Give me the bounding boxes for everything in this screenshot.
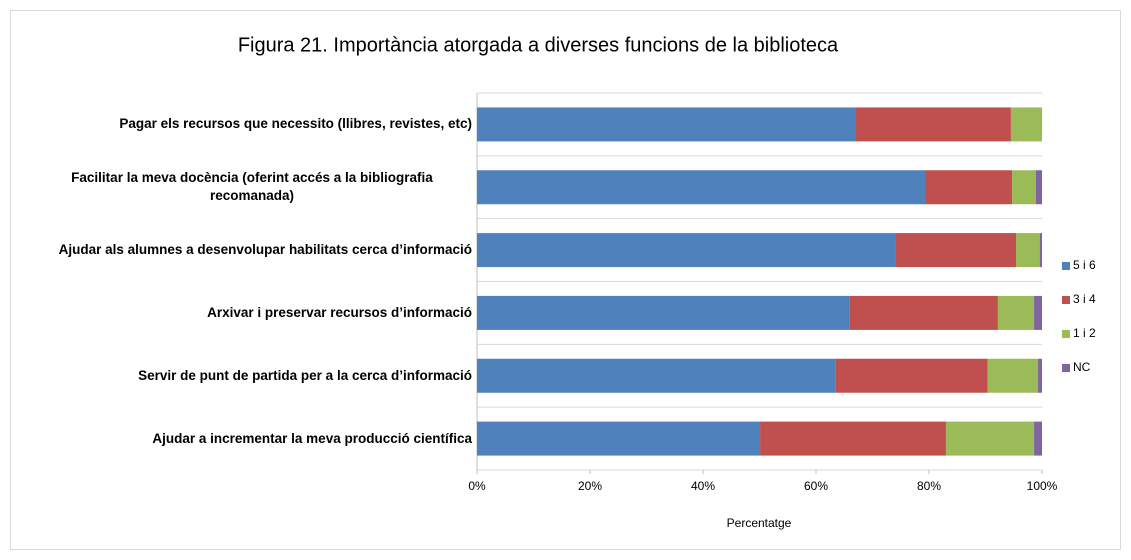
legend-label: 1 i 2 xyxy=(1073,326,1096,340)
bar-segment xyxy=(925,170,1013,205)
legend-label: NC xyxy=(1073,360,1091,374)
x-axis-title: Percentatge xyxy=(727,516,792,530)
legend-label: 3 i 4 xyxy=(1073,292,1096,306)
category-text: Ajudar a incrementar la meva producció c… xyxy=(152,430,472,446)
bar-segment xyxy=(1010,107,1042,142)
bar-segment xyxy=(1034,421,1042,456)
bar-segment xyxy=(1034,295,1042,330)
category-text: Arxivar i preservar recursos d’informaci… xyxy=(207,304,472,320)
x-tick-label: 20% xyxy=(578,479,602,493)
bar-segment xyxy=(477,421,761,456)
bar-segment xyxy=(477,295,850,330)
legend-swatch xyxy=(1062,330,1070,338)
x-tick-label: 60% xyxy=(804,479,828,493)
bar-segment xyxy=(1012,170,1036,205)
bar-segment xyxy=(1016,233,1040,268)
category-label: Pagar els recursos que necessito (llibre… xyxy=(119,115,472,133)
x-tick-label: 0% xyxy=(468,479,486,493)
bar-segment xyxy=(855,107,1011,142)
x-tick-label: 80% xyxy=(917,479,941,493)
category-text: Pagar els recursos que necessito (llibre… xyxy=(119,116,472,132)
chart-border xyxy=(10,10,1121,550)
category-label: Facilitar la meva docència (oferint accé… xyxy=(32,169,472,205)
legend-label: 5 i 6 xyxy=(1073,258,1096,272)
bar-segment xyxy=(1039,233,1042,268)
legend-swatch xyxy=(1062,364,1070,372)
bar-segment xyxy=(987,358,1039,393)
legend-swatch xyxy=(1062,296,1070,304)
bar-segment xyxy=(1038,358,1042,393)
x-tick-label: 40% xyxy=(691,479,715,493)
category-label: Arxivar i preservar recursos d’informaci… xyxy=(207,304,472,322)
bar-segment xyxy=(760,421,946,456)
bar-segment xyxy=(477,233,896,268)
bar-segment xyxy=(477,170,926,205)
category-text: Servir de punt de partida per a la cerca… xyxy=(138,367,472,383)
category-label: Ajudar als alumnes a desenvolupar habili… xyxy=(59,241,472,259)
category-text: Facilitar la meva docència (oferint accé… xyxy=(71,170,433,204)
bar-segment xyxy=(477,107,856,142)
x-tick-label: 100% xyxy=(1027,479,1058,493)
chart-title: Figura 21. Importància atorgada a divers… xyxy=(238,34,839,56)
bar-segment xyxy=(1035,170,1042,205)
bar-segment xyxy=(835,358,988,393)
category-label: Ajudar a incrementar la meva producció c… xyxy=(152,430,472,448)
bar-segment xyxy=(477,358,836,393)
legend-swatch xyxy=(1062,262,1070,270)
category-label: Servir de punt de partida per a la cerca… xyxy=(138,367,472,385)
bar-segment xyxy=(849,295,998,330)
bar-segment xyxy=(895,233,1017,268)
bar-segment xyxy=(945,421,1035,456)
bar-segment xyxy=(997,295,1035,330)
category-text: Ajudar als alumnes a desenvolupar habili… xyxy=(58,242,472,258)
